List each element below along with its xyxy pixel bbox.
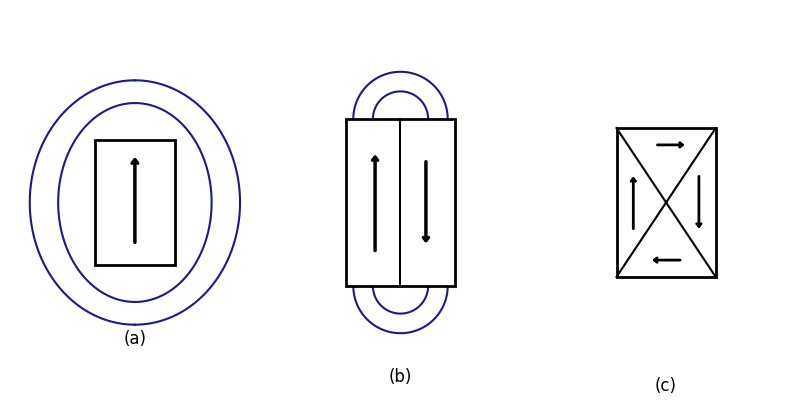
Text: (b): (b) [388,368,413,386]
Text: (c): (c) [655,377,677,394]
Text: (a): (a) [123,330,147,348]
Bar [617,128,716,277]
Bar [346,119,455,286]
Bar [95,140,175,265]
